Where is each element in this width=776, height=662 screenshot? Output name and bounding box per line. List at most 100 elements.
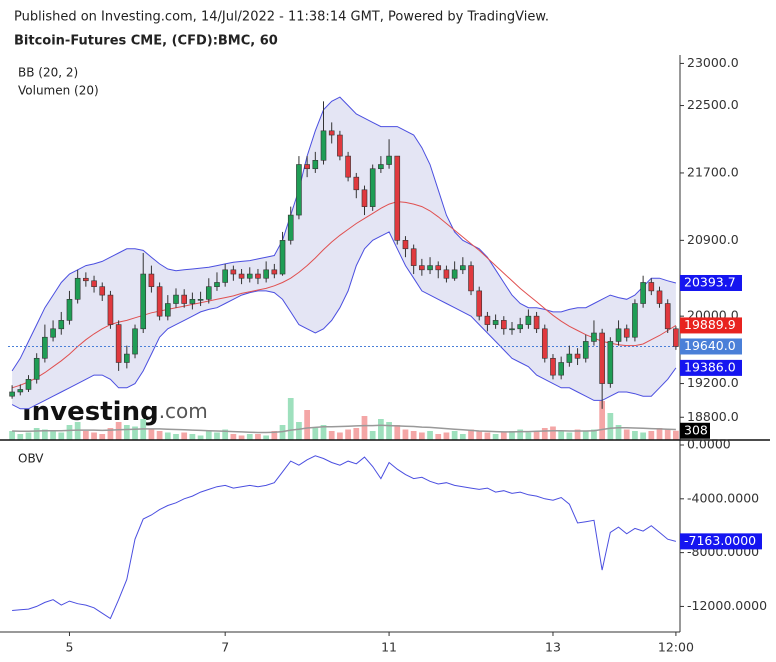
candle-body — [33, 357, 40, 380]
candle-body — [623, 328, 630, 338]
candle-body — [132, 328, 138, 355]
candle-body — [541, 328, 548, 359]
volume-bar — [468, 429, 474, 440]
logo-suffix: .com — [159, 399, 208, 423]
volume-bar — [230, 434, 237, 440]
volume-bar — [222, 429, 229, 440]
y-tick-label: 18800.0 — [687, 409, 739, 424]
volume-bar — [443, 432, 450, 440]
candle-body — [238, 273, 245, 279]
volume-bar — [91, 432, 97, 440]
candle-body — [214, 282, 220, 287]
candle-body — [632, 303, 638, 338]
volume-bar — [58, 432, 65, 440]
legend-bb: BB (20, 2) — [18, 66, 78, 80]
volume-bar — [337, 432, 343, 440]
volume-bar — [615, 425, 622, 440]
volume-bar — [9, 431, 15, 440]
candle-body — [312, 160, 319, 170]
volume-bar — [238, 435, 245, 440]
x-tick-label: 7 — [221, 640, 229, 655]
volume-bar — [296, 422, 302, 440]
volume-bar — [632, 431, 638, 440]
last-value-label: 19386.0 — [684, 359, 736, 374]
candle-body — [205, 286, 212, 300]
volume-bar — [607, 413, 614, 440]
volume-bar — [427, 431, 433, 440]
candle-body — [640, 282, 646, 304]
volume-bar — [435, 434, 442, 440]
volume-bar — [197, 435, 204, 440]
candle-body — [410, 248, 417, 266]
legend-volume: Volumen (20) — [18, 84, 99, 98]
candle-body — [304, 164, 310, 170]
y-tick-label: 23000.0 — [687, 55, 739, 70]
candle-body — [328, 130, 335, 136]
candle-body — [673, 328, 679, 347]
candle-body — [443, 269, 450, 279]
candle-body — [468, 265, 474, 292]
candle-body — [320, 130, 327, 161]
volume-bar — [378, 419, 384, 440]
volume-bar — [550, 426, 556, 440]
volume-bar — [566, 432, 573, 440]
volume-bar — [517, 429, 524, 440]
candle-body — [173, 294, 179, 304]
volume-bar — [361, 416, 368, 440]
volume-bar — [599, 401, 606, 440]
candle-body — [140, 273, 147, 330]
last-value-box — [680, 422, 710, 439]
volume-bar — [533, 431, 540, 440]
candle-body — [148, 273, 155, 287]
candle-body — [156, 286, 163, 317]
candle-body — [582, 341, 589, 359]
volume-bar — [648, 431, 655, 440]
candle-body — [353, 176, 360, 191]
candle-body — [656, 290, 663, 304]
volume-bar — [173, 434, 179, 440]
y-tick-label: 19200.0 — [687, 375, 739, 390]
volume-bar — [591, 429, 597, 440]
volume-bar — [345, 429, 351, 440]
volume-bar — [582, 431, 589, 440]
legend-obv: OBV — [18, 452, 44, 466]
x-tick-label: 12:00 — [658, 640, 694, 655]
y-tick-label: 21700.0 — [687, 164, 739, 179]
candle-body — [9, 391, 15, 397]
last-value-label: -7163.0000 — [684, 533, 756, 548]
volume-bar — [66, 425, 73, 440]
candle-body — [369, 168, 376, 207]
volume-bar — [394, 425, 401, 440]
logo-brand: Investing — [22, 397, 159, 427]
candle-body — [501, 320, 507, 330]
candle-body — [558, 362, 564, 376]
volume-bar — [476, 431, 483, 440]
candle-body — [124, 353, 130, 363]
candle-body — [296, 164, 302, 216]
volume-bar — [574, 429, 581, 440]
volume-bar — [623, 429, 630, 440]
volume-bar — [17, 434, 24, 440]
candle-body — [197, 299, 204, 301]
candle-body — [74, 277, 81, 300]
candle-body — [525, 315, 532, 325]
volume-bar — [353, 428, 360, 440]
candle-body — [607, 341, 614, 384]
bb-middle — [11, 201, 677, 389]
volume-bar — [132, 426, 138, 440]
volume-bar — [279, 425, 286, 440]
logo: Investing.com — [22, 397, 208, 427]
volume-bar — [640, 432, 646, 440]
y-tick-label: 22500.0 — [687, 97, 739, 112]
x-tick-label: 5 — [65, 640, 73, 655]
x-tick-label: 13 — [545, 640, 561, 655]
bb-fill — [12, 97, 676, 409]
candle-body — [427, 265, 433, 271]
candle-body — [25, 379, 32, 390]
x-tick-label: 11 — [381, 640, 397, 655]
candle-body — [591, 332, 597, 342]
candle-body — [460, 265, 466, 271]
volume-bar — [50, 431, 56, 440]
candle-body — [394, 155, 401, 241]
volume-bar — [386, 422, 392, 440]
